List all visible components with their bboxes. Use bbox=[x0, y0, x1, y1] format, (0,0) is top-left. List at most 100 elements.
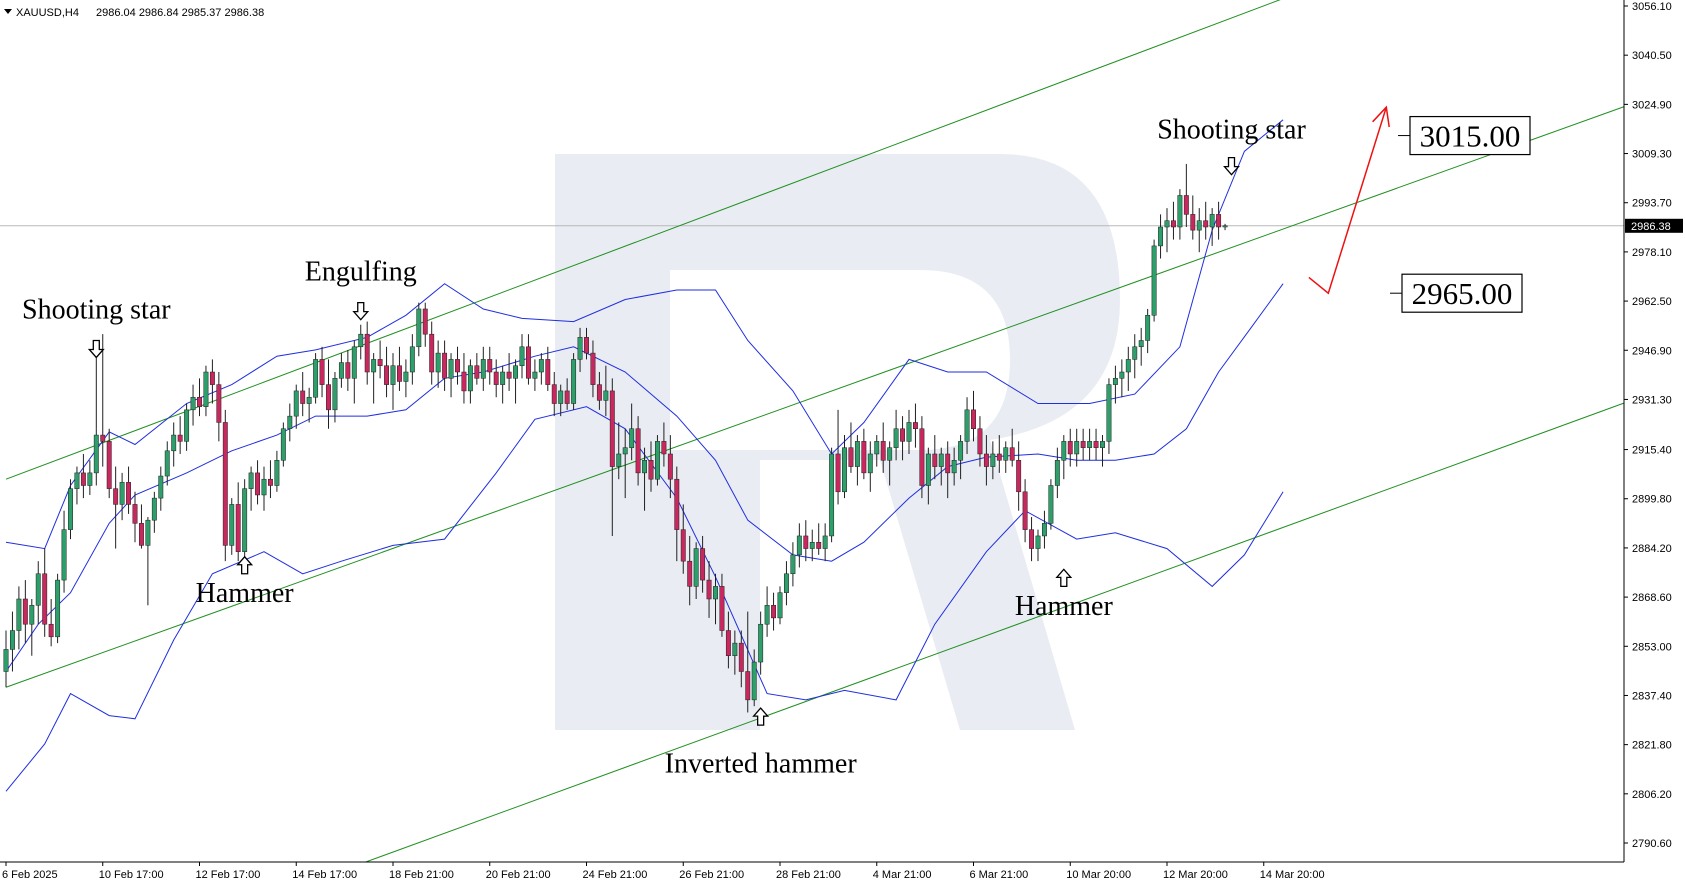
candle[interactable] bbox=[409, 334, 415, 385]
candle[interactable] bbox=[55, 573, 61, 644]
candle[interactable] bbox=[216, 372, 222, 442]
candle[interactable] bbox=[1112, 365, 1118, 404]
candle[interactable] bbox=[384, 346, 390, 398]
candle[interactable] bbox=[1054, 447, 1060, 499]
candle[interactable] bbox=[61, 510, 67, 593]
candle[interactable] bbox=[1022, 479, 1028, 543]
candle[interactable] bbox=[255, 460, 261, 505]
candle[interactable] bbox=[1132, 334, 1138, 379]
candle[interactable] bbox=[416, 302, 422, 357]
candle[interactable] bbox=[132, 491, 138, 543]
candle[interactable] bbox=[506, 353, 512, 391]
candle[interactable] bbox=[1203, 201, 1209, 240]
candle[interactable] bbox=[771, 592, 776, 631]
candle[interactable] bbox=[622, 428, 628, 499]
candle[interactable] bbox=[487, 346, 493, 385]
candle[interactable] bbox=[1145, 308, 1151, 354]
candle[interactable] bbox=[3, 630, 9, 688]
candle[interactable] bbox=[442, 340, 448, 391]
candle[interactable] bbox=[145, 517, 151, 606]
candle[interactable] bbox=[925, 447, 931, 505]
candle[interactable] bbox=[80, 453, 86, 499]
candle[interactable] bbox=[590, 340, 596, 398]
candle[interactable] bbox=[674, 466, 680, 562]
candle[interactable] bbox=[861, 428, 867, 480]
candle[interactable] bbox=[706, 561, 712, 618]
candle[interactable] bbox=[532, 359, 538, 391]
candle[interactable] bbox=[461, 353, 467, 404]
candle[interactable] bbox=[964, 397, 970, 454]
candle[interactable] bbox=[558, 384, 564, 417]
candle[interactable] bbox=[945, 441, 951, 499]
candle[interactable] bbox=[171, 422, 177, 467]
candle[interactable] bbox=[577, 327, 583, 373]
candle[interactable] bbox=[397, 346, 402, 391]
candle[interactable] bbox=[35, 561, 41, 625]
candle[interactable] bbox=[480, 346, 486, 391]
candle[interactable] bbox=[184, 403, 190, 451]
candle[interactable] bbox=[345, 349, 351, 391]
candle[interactable] bbox=[996, 435, 1002, 473]
candle[interactable] bbox=[455, 346, 460, 385]
candle[interactable] bbox=[874, 435, 880, 467]
candle[interactable] bbox=[100, 334, 106, 467]
candle[interactable] bbox=[893, 409, 899, 461]
candle[interactable] bbox=[777, 586, 783, 625]
candle[interactable] bbox=[635, 416, 641, 486]
candle[interactable] bbox=[306, 387, 312, 423]
candle[interactable] bbox=[526, 334, 531, 385]
candle[interactable] bbox=[693, 542, 699, 599]
candle[interactable] bbox=[1183, 163, 1189, 227]
candle[interactable] bbox=[74, 466, 80, 505]
candle[interactable] bbox=[745, 611, 751, 713]
candle[interactable] bbox=[584, 327, 589, 360]
candle[interactable] bbox=[474, 353, 480, 385]
candle[interactable] bbox=[338, 353, 344, 388]
candle[interactable] bbox=[1067, 428, 1073, 467]
candle[interactable] bbox=[1093, 428, 1099, 461]
price-axis[interactable]: 3056.10 3040.50 3024.90 3009.30 2993.70 2978.… bbox=[1624, 1, 1683, 850]
candle[interactable] bbox=[248, 466, 254, 511]
candle[interactable] bbox=[900, 416, 905, 461]
candle[interactable] bbox=[22, 580, 28, 644]
candle[interactable] bbox=[351, 340, 357, 404]
candle[interactable] bbox=[842, 435, 847, 499]
candle[interactable] bbox=[119, 472, 125, 521]
candle[interactable] bbox=[816, 523, 822, 555]
candle[interactable] bbox=[158, 466, 164, 511]
candle[interactable] bbox=[429, 321, 435, 385]
candle[interactable] bbox=[139, 504, 144, 549]
candle[interactable] bbox=[403, 359, 409, 398]
level-box[interactable]: 2965.00 bbox=[1401, 273, 1523, 313]
candle[interactable] bbox=[1009, 428, 1015, 467]
candle[interactable] bbox=[261, 466, 267, 511]
candle[interactable] bbox=[1216, 201, 1222, 240]
candle[interactable] bbox=[1119, 359, 1125, 398]
candle[interactable] bbox=[1061, 435, 1067, 480]
candle[interactable] bbox=[648, 441, 654, 492]
candle[interactable] bbox=[229, 498, 235, 555]
candle[interactable] bbox=[971, 390, 976, 442]
candle[interactable] bbox=[371, 353, 377, 404]
candle[interactable] bbox=[1035, 529, 1041, 562]
candle[interactable] bbox=[1158, 214, 1163, 259]
candle[interactable] bbox=[790, 542, 796, 587]
candle[interactable] bbox=[784, 561, 789, 606]
candle[interactable] bbox=[364, 321, 370, 385]
candle[interactable] bbox=[1151, 239, 1157, 322]
candle[interactable] bbox=[1222, 223, 1228, 231]
level-box[interactable]: 3015.00 bbox=[1409, 115, 1531, 156]
candle[interactable] bbox=[822, 523, 828, 562]
candle[interactable] bbox=[1080, 428, 1086, 461]
candle[interactable] bbox=[977, 416, 983, 467]
candle[interactable] bbox=[197, 378, 202, 417]
candle[interactable] bbox=[16, 586, 22, 650]
candle[interactable] bbox=[764, 586, 770, 637]
candle[interactable] bbox=[93, 428, 99, 486]
collapse-triangle-icon[interactable] bbox=[4, 9, 12, 14]
candle[interactable] bbox=[990, 441, 996, 480]
candle[interactable] bbox=[629, 403, 635, 461]
candle[interactable] bbox=[113, 466, 119, 549]
candle[interactable] bbox=[919, 416, 925, 499]
candle[interactable] bbox=[106, 428, 112, 499]
